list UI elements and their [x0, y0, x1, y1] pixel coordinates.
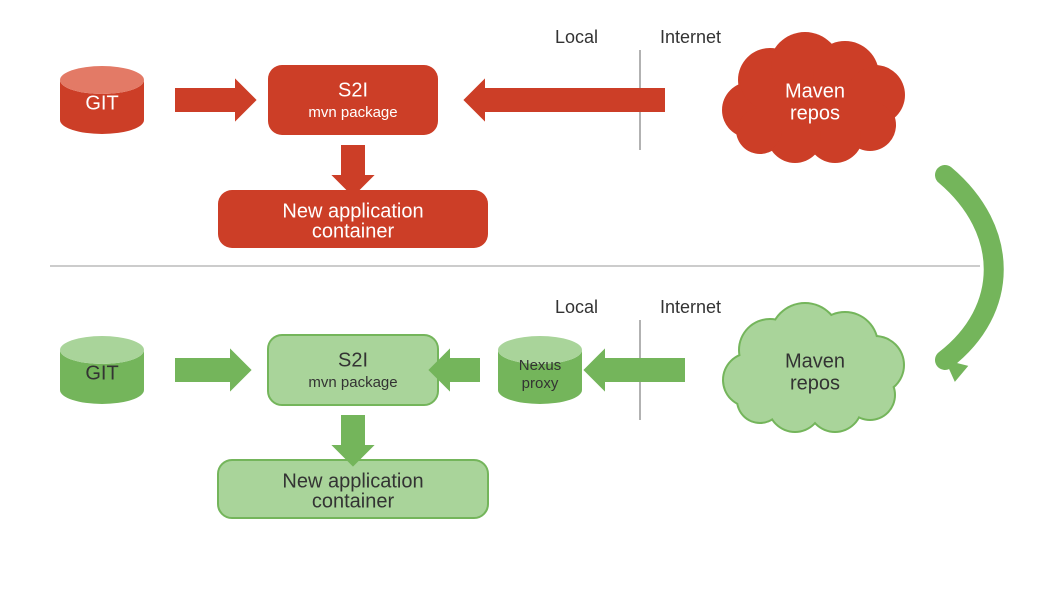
bottom-arrow-s2i-to-app	[331, 415, 374, 467]
header-bot_local: Local	[555, 297, 598, 317]
bottom-arrow-git-to-s2i	[175, 348, 252, 391]
bottom-app-line2: container	[312, 490, 395, 512]
bottom-git-label: GIT	[85, 362, 118, 384]
linking-curved-arrow	[945, 175, 994, 382]
header-top_local: Local	[555, 27, 598, 47]
bottom-s2i-line1: S2I	[338, 349, 368, 371]
bottom-cloud-line2: repos	[790, 372, 840, 394]
top-arrow-cloud-to-s2i	[463, 78, 665, 121]
bottom-s2i-line2: mvn package	[308, 374, 397, 391]
bottom-nexus-line1: Nexus	[519, 357, 562, 374]
header-bot_internet: Internet	[660, 297, 721, 317]
top-s2i-line1: S2I	[338, 79, 368, 101]
top-cloud-line1: Maven	[785, 80, 845, 102]
top-s2i-line2: mvn package	[308, 104, 397, 121]
top-app-line1: New application	[282, 200, 423, 222]
header-top_internet: Internet	[660, 27, 721, 47]
top-arrow-s2i-to-app	[331, 145, 374, 197]
bottom-cloud-line1: Maven	[785, 350, 845, 372]
top-git-label: GIT	[85, 92, 118, 114]
top-cloud-line2: repos	[790, 102, 840, 124]
bottom-nexus-line2: proxy	[522, 375, 559, 392]
top-app-line2: container	[312, 220, 395, 242]
bottom-app-line1: New application	[282, 470, 423, 492]
bottom-arrow-cloud-to-nexus	[583, 348, 685, 391]
top-arrow-git-to-s2i	[175, 78, 257, 121]
